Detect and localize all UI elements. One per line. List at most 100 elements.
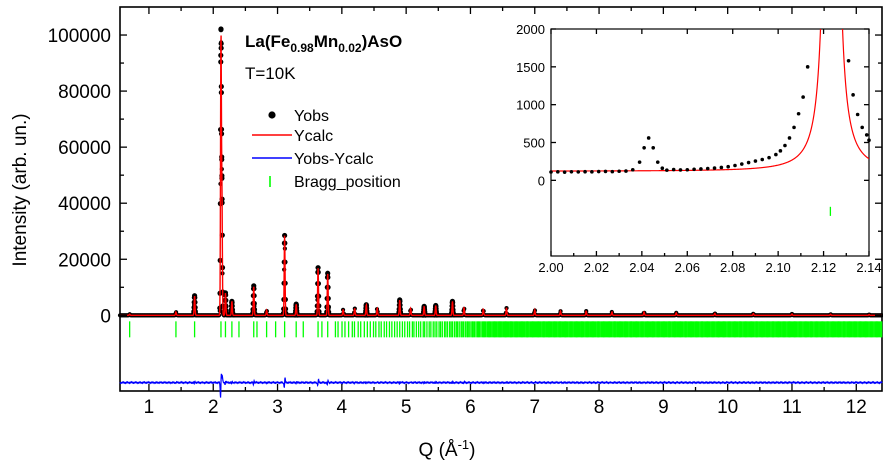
inset-observed-point bbox=[576, 170, 581, 174]
observed-point bbox=[315, 265, 321, 271]
inset-observed-point bbox=[596, 169, 601, 174]
inset-observed-point bbox=[846, 58, 851, 63]
inset-x-tick-label: 2.14 bbox=[856, 260, 881, 275]
inset-observed-point bbox=[867, 138, 871, 143]
inset-observed-point bbox=[642, 146, 646, 150]
inset-x-tick-label: 2.02 bbox=[584, 260, 609, 275]
x-tick-label: 2 bbox=[208, 397, 219, 418]
inset-observed-point bbox=[660, 166, 665, 171]
inset-observed-point bbox=[562, 170, 567, 174]
legend: Yobs Ycalc Yobs-Ycalc Bragg_position bbox=[252, 108, 401, 191]
legend-label-yobs: Yobs bbox=[294, 108, 329, 125]
inset-observed-point bbox=[603, 169, 608, 174]
inset-observed-point bbox=[767, 155, 771, 160]
inset-x-tick-label: 2.04 bbox=[629, 260, 654, 275]
x-tick-label: 7 bbox=[529, 397, 540, 418]
inset-observed-point bbox=[726, 164, 730, 169]
y-axis-label: Intensity (arb. un.) bbox=[10, 113, 31, 266]
inset-observed-point bbox=[556, 170, 560, 174]
inset-x-tick-label: 2.00 bbox=[538, 260, 563, 275]
main-axes: 1 2 3 4 5 6 7 8 9 10 11 120200004000060000800001000… bbox=[48, 7, 882, 418]
legend-label-bragg: Bragg_position bbox=[294, 174, 401, 191]
inset-observed-point bbox=[760, 157, 765, 162]
inset-observed-point bbox=[665, 168, 669, 172]
main-plot-data bbox=[117, 26, 883, 398]
inset-chart: 2.00 2.02 2.04 2.06 2.08 2.10 2.12 2.14 0 500 1000… bbox=[516, 22, 882, 275]
inset-frame bbox=[550, 28, 870, 257]
y-tick-label: 40000 bbox=[58, 194, 111, 215]
inset-observed-point bbox=[855, 112, 860, 117]
inset-observed-point bbox=[792, 125, 796, 130]
inset-observed-point bbox=[630, 167, 635, 172]
inset-x-tick-label: 2.06 bbox=[675, 260, 700, 275]
chart-title: La(Fe0.98Mn0.02)AsO bbox=[245, 32, 402, 55]
inset-observed-point bbox=[569, 169, 574, 174]
y-tick-label: 100000 bbox=[48, 26, 111, 47]
inset-observed-point bbox=[651, 146, 656, 150]
inset-observed-point bbox=[805, 65, 810, 69]
inset-observed-point bbox=[778, 149, 783, 153]
observed-point bbox=[282, 232, 288, 239]
inset-observed-point bbox=[678, 168, 683, 172]
inset-observed-point bbox=[655, 160, 660, 164]
y-tick-label: 80000 bbox=[58, 82, 111, 103]
chart-subtitle: T=10K bbox=[245, 64, 296, 83]
difference-line bbox=[119, 373, 883, 398]
legend-label-ycalc: Ycalc bbox=[294, 128, 333, 145]
inset-observed-point bbox=[610, 169, 615, 174]
inset-plot-data bbox=[549, 29, 871, 216]
inset-observed-point bbox=[851, 93, 855, 97]
inset-observed-points bbox=[549, 58, 871, 174]
inset-observed-point bbox=[753, 159, 758, 163]
inset-observed-point bbox=[740, 162, 744, 166]
x-tick-label: 6 bbox=[465, 397, 476, 418]
calculated-line bbox=[120, 35, 882, 317]
inset-observed-point bbox=[705, 166, 710, 171]
inset-observed-point bbox=[646, 136, 651, 140]
x-tick-label: 9 bbox=[658, 397, 669, 418]
bragg-ticks bbox=[128, 321, 883, 338]
legend-label-diff: Yobs-Ycalc bbox=[294, 151, 373, 168]
inset-observed-point bbox=[624, 169, 628, 173]
inset-observed-point bbox=[637, 160, 642, 164]
inset-x-tick-label: 2.10 bbox=[765, 260, 790, 275]
inset-observed-point bbox=[583, 169, 587, 174]
inset-observed-point bbox=[692, 167, 696, 172]
x-tick-label: 8 bbox=[594, 397, 605, 418]
x-tick-label: 1 bbox=[144, 397, 155, 418]
inset-observed-point bbox=[719, 165, 724, 170]
inset-observed-point bbox=[685, 167, 690, 172]
observed-point bbox=[325, 270, 331, 276]
x-tick-label: 12 bbox=[846, 397, 867, 418]
inset-observed-point bbox=[746, 160, 751, 165]
x-axis-label: Q (Å-1) bbox=[419, 437, 476, 461]
inset-observed-point bbox=[774, 152, 778, 157]
inset-y-tick-label: 2000 bbox=[516, 22, 545, 37]
y-tick-label: 0 bbox=[100, 306, 111, 327]
inset-observed-point bbox=[712, 166, 717, 170]
legend-marker-yobs bbox=[268, 111, 276, 119]
inset-observed-point bbox=[617, 169, 621, 174]
inset-observed-point bbox=[783, 143, 787, 148]
inset-observed-point bbox=[590, 170, 594, 174]
observed-point bbox=[218, 26, 224, 32]
x-tick-label: 3 bbox=[272, 397, 283, 418]
inset-axes: 2.00 2.02 2.04 2.06 2.08 2.10 2.12 2.14 0 500 1000… bbox=[516, 22, 882, 275]
y-tick-label: 60000 bbox=[58, 138, 111, 159]
plot-frame bbox=[119, 6, 883, 392]
x-tick-label: 11 bbox=[782, 397, 802, 418]
inset-y-tick-label: 0 bbox=[538, 173, 545, 188]
inset-observed-point bbox=[699, 167, 703, 171]
x-tick-label: 10 bbox=[717, 397, 738, 418]
x-tick-label: 4 bbox=[337, 397, 348, 418]
inset-observed-point bbox=[787, 136, 792, 140]
inset-y-tick-label: 500 bbox=[523, 136, 545, 151]
inset-x-tick-label: 2.08 bbox=[720, 260, 745, 275]
inset-observed-point bbox=[671, 167, 676, 172]
inset-y-tick-label: 1000 bbox=[516, 98, 545, 113]
inset-observed-point bbox=[549, 170, 553, 174]
inset-observed-point bbox=[801, 95, 805, 99]
inset-observed-point bbox=[860, 125, 864, 130]
inset-y-tick-label: 1500 bbox=[516, 60, 545, 75]
